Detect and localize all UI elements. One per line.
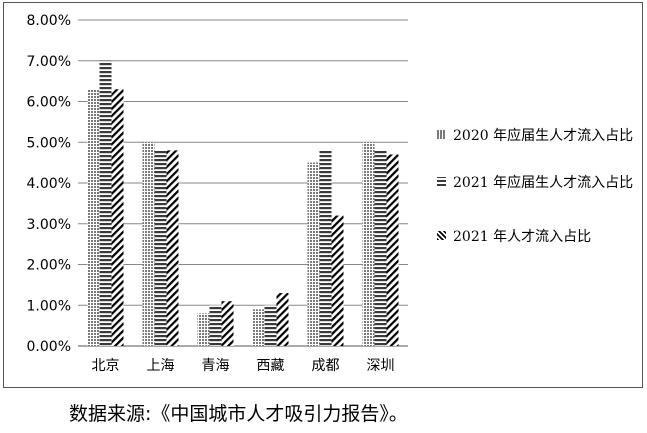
bar-2 xyxy=(374,150,387,346)
y-tick-label: 2.00% xyxy=(27,258,71,274)
bar-2 xyxy=(209,305,222,346)
bar-1 xyxy=(252,309,265,346)
bar-3 xyxy=(221,301,234,346)
legend-label-3: 2021 年人才流入占比 xyxy=(453,229,592,245)
y-tick-label: 6.00% xyxy=(27,95,71,111)
legend-label-2: 2021 年应届生人才流入占比 xyxy=(453,175,634,191)
x-category-label: 西藏 xyxy=(257,358,285,374)
x-category-label: 成都 xyxy=(312,358,340,374)
legend-label-1: 2020 年应届生人才流入占比 xyxy=(453,128,634,144)
legend-swatch-2 xyxy=(437,177,446,186)
y-tick-label: 4.00% xyxy=(27,176,71,192)
source-caption: 数据来源:《中国城市人才吸引力报告》。 xyxy=(69,403,408,425)
y-tick-label: 1.00% xyxy=(27,298,71,314)
bar-3 xyxy=(166,150,179,346)
bar-3 xyxy=(331,215,344,346)
chart-frame: 0.00% 1.00% 2.00% 3.00% 4.00% 5.00% 6.00% 7.00%… xyxy=(3,2,643,388)
y-tick-label: 8.00% xyxy=(27,13,71,29)
legend-item-3: 2021 年人才流入占比 xyxy=(437,226,637,248)
legend-item-2: 2021 年应届生人才流入占比 xyxy=(437,172,637,194)
bar-1 xyxy=(362,142,375,346)
bar-1 xyxy=(142,142,155,346)
bar-3 xyxy=(111,89,124,347)
bar-1 xyxy=(87,89,100,347)
bar-chart: 0.00% 1.00% 2.00% 3.00% 4.00% 5.00% 6.00% 7.00%… xyxy=(27,13,408,374)
y-tick-label: 7.00% xyxy=(27,54,71,70)
bar-2 xyxy=(264,305,277,346)
bar-2 xyxy=(319,150,332,346)
bar-3 xyxy=(276,293,289,346)
x-category-label: 上海 xyxy=(147,358,175,374)
bar-3 xyxy=(386,154,399,346)
y-tick-label: 3.00% xyxy=(27,217,71,233)
y-tick-label: 0.00% xyxy=(27,339,71,355)
x-category-label: 深圳 xyxy=(367,358,395,374)
x-category-label: 青海 xyxy=(202,358,230,374)
bar-2 xyxy=(154,150,167,346)
x-category-label: 北京 xyxy=(92,358,120,374)
legend-swatch-1 xyxy=(437,130,446,139)
y-tick-label: 5.00% xyxy=(27,135,71,151)
legend-swatch-3 xyxy=(437,231,446,240)
legend-item-1: 2020 年应届生人才流入占比 xyxy=(437,125,637,147)
bar-1 xyxy=(307,162,320,346)
bar-1 xyxy=(197,313,210,346)
bar-2 xyxy=(99,60,112,346)
